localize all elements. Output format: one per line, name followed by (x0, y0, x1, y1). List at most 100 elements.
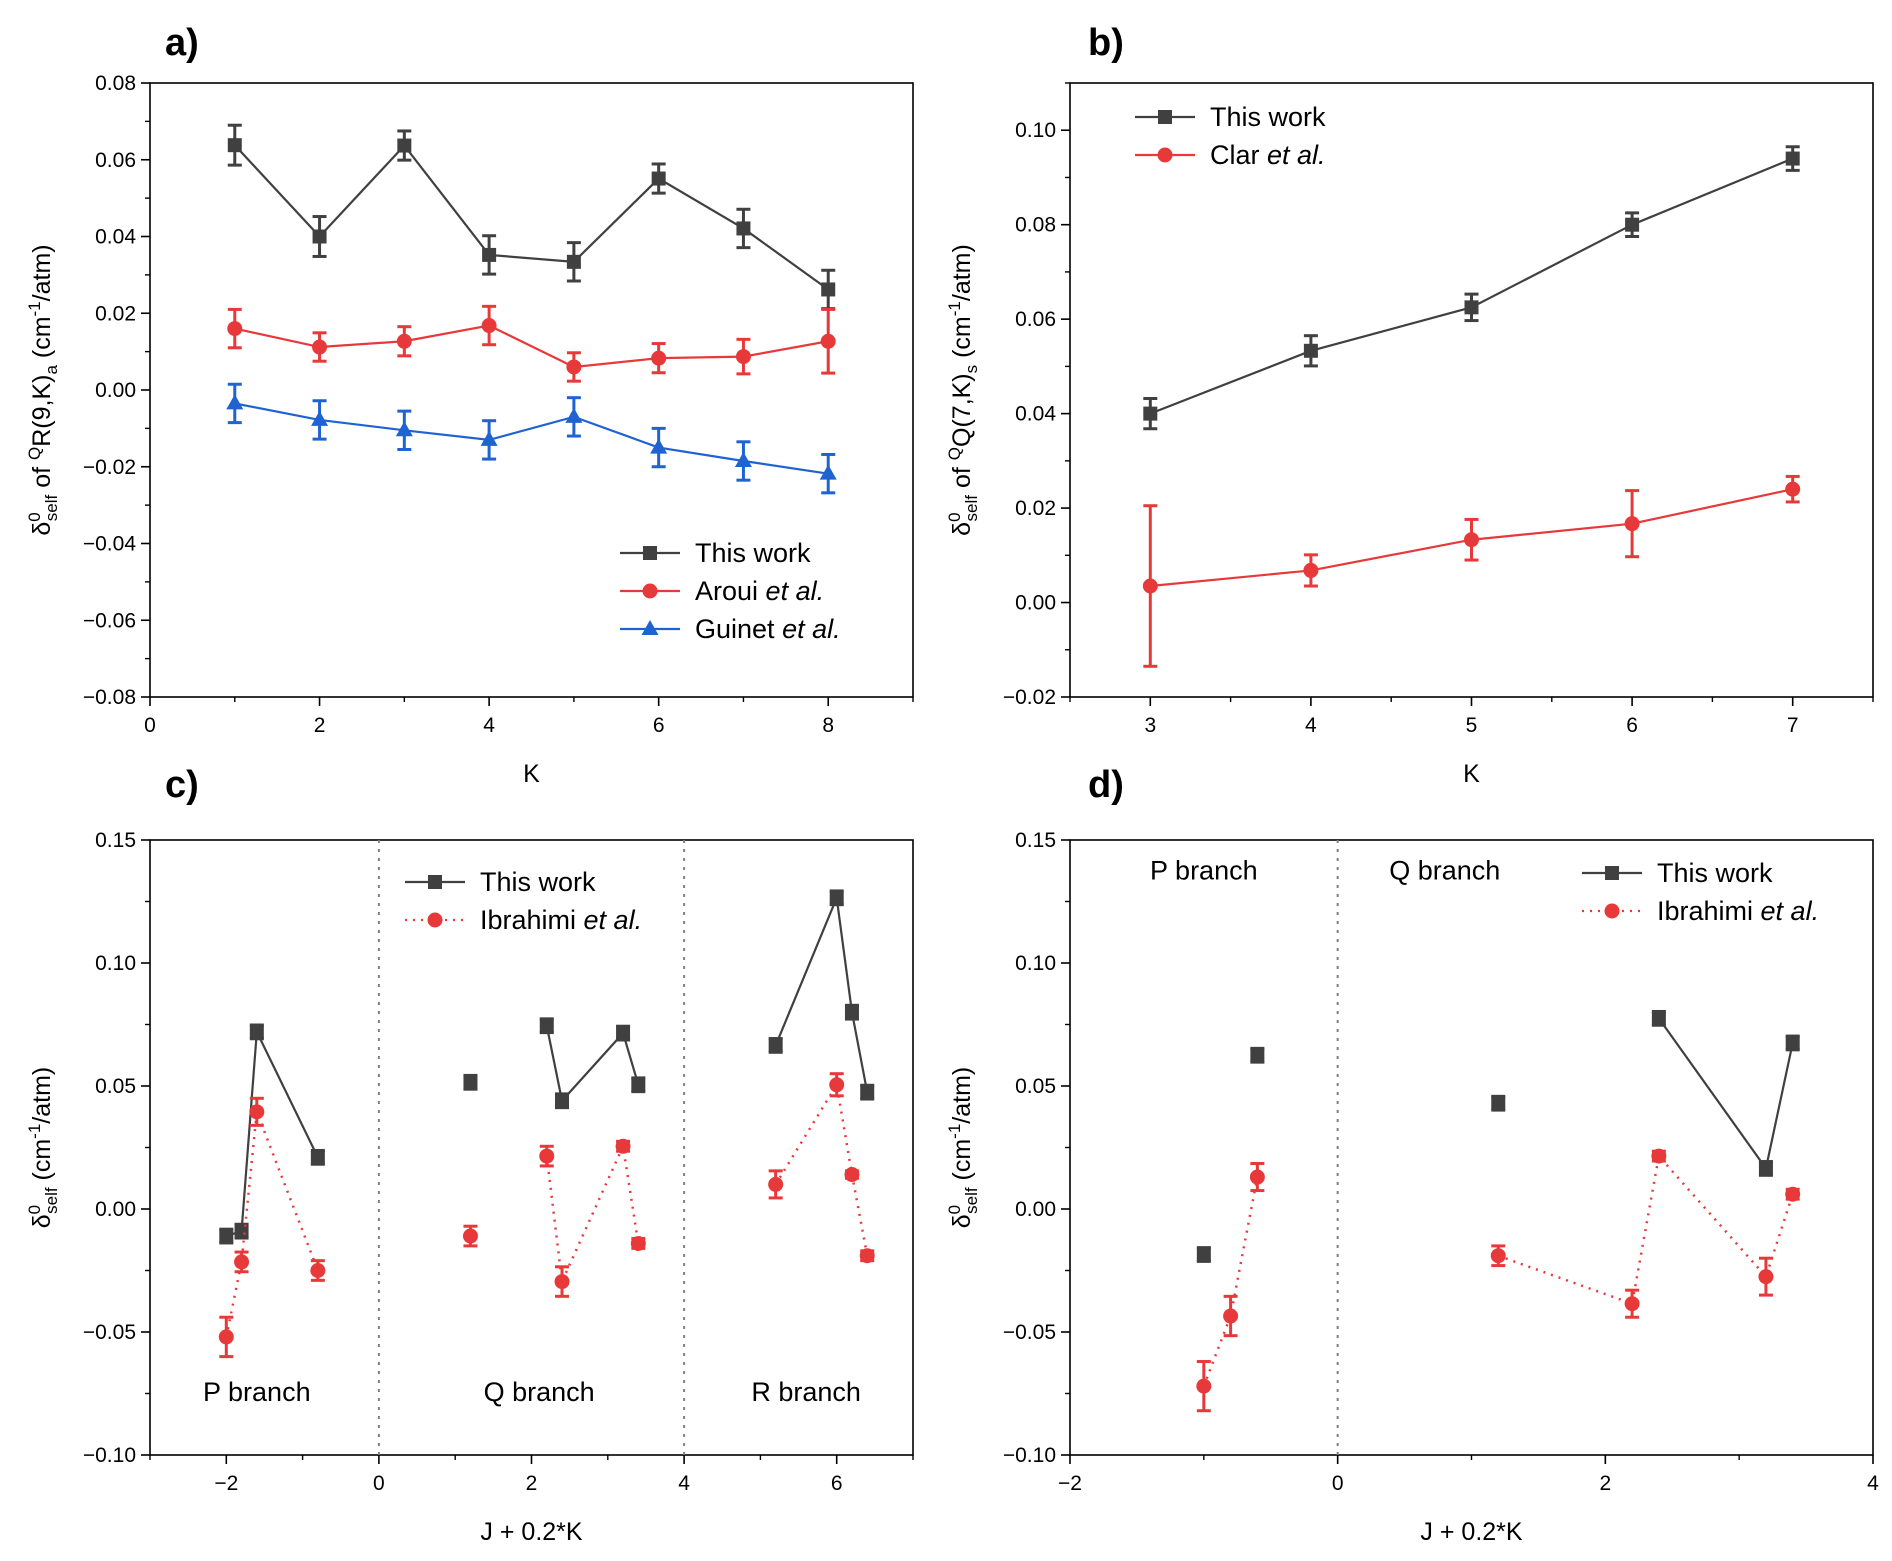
branch-label: P branch (1150, 855, 1258, 885)
data-point (566, 254, 581, 269)
legend-entry-label: Guinet et al. (695, 614, 841, 644)
data-point (395, 421, 413, 437)
x-tick-label: 0 (1332, 1472, 1344, 1495)
legend-marker (428, 875, 442, 889)
data-point (1250, 1048, 1265, 1063)
branch-label: P branch (203, 1377, 311, 1407)
y-axis-title: δ0self (cm-1/atm) (945, 1067, 981, 1229)
y-tick-label: 0.08 (1015, 214, 1056, 237)
legend-entry-label: Ibrahimi et al. (480, 905, 642, 935)
data-point (1624, 1296, 1640, 1312)
y-tick-label: 0.05 (1015, 1075, 1056, 1098)
legend-entry-label: Ibrahimi et al. (1657, 896, 1819, 926)
y-tick-label: −0.05 (83, 1321, 136, 1344)
data-point (234, 1254, 250, 1270)
legend-entry-label: This work (1657, 858, 1773, 888)
data-point (1758, 1161, 1773, 1176)
series-this-work (219, 889, 875, 1245)
data-point (1142, 578, 1158, 594)
x-tick-label: 3 (1144, 714, 1156, 737)
series-line (774, 1081, 869, 1256)
x-tick-label: 4 (1867, 1472, 1879, 1495)
series-aroui-et-al (227, 304, 836, 383)
data-point (630, 1235, 646, 1251)
data-point (226, 394, 244, 410)
data-point (734, 451, 752, 467)
legend-marker (641, 620, 659, 635)
y-tick-label: 0.00 (1015, 1198, 1056, 1221)
data-point (768, 1176, 784, 1192)
series-guinet-et-al (226, 382, 837, 495)
panel-label-b: b) (1088, 22, 1124, 64)
data-point (481, 318, 497, 334)
x-tick-label: 6 (831, 1472, 843, 1495)
series-line (225, 1027, 319, 1238)
data-point (227, 321, 243, 337)
data-point (736, 221, 751, 236)
data-point (1223, 1308, 1239, 1324)
x-axis-title: K (1463, 760, 1480, 788)
data-point (227, 138, 242, 153)
x-axis-title: K (523, 760, 540, 788)
legend-entry-label: Clar et al. (1210, 140, 1326, 170)
data-point (844, 1005, 859, 1020)
y-tick-label: −0.06 (83, 609, 136, 632)
x-axis-title: J + 0.2*K (480, 1518, 582, 1546)
series-line (233, 143, 829, 291)
x-tick-label: 0 (373, 1472, 385, 1495)
series-line (774, 893, 869, 1093)
data-point (219, 1229, 234, 1244)
series-ibrahimi-et-al (218, 1072, 875, 1359)
panel-c: −2 0 2 4 6 −0.10 −0.05 0.00 0.05 0.10 0.15 J + 0.2*… (25, 829, 914, 1546)
series-line (1202, 1176, 1259, 1387)
y-tick-label: 0.10 (1015, 952, 1056, 975)
panel-label-d: d) (1088, 764, 1124, 806)
y-tick-label: 0.00 (95, 379, 136, 402)
data-point (1651, 1011, 1666, 1026)
series-this-work (1143, 145, 1800, 431)
branch-label: Q branch (484, 1377, 595, 1407)
x-tick-label: 4 (678, 1472, 690, 1495)
data-point (1464, 300, 1479, 315)
data-point (1785, 1186, 1801, 1202)
y-tick-label: −0.08 (83, 686, 136, 709)
y-tick-label: 0.06 (1015, 308, 1056, 331)
series-this-work (227, 123, 836, 311)
x-tick-label: 6 (653, 714, 665, 737)
data-point (397, 138, 412, 153)
x-tick-label: −2 (1058, 1472, 1082, 1495)
legend-marker (643, 546, 657, 560)
data-point (463, 1075, 478, 1090)
data-point (651, 171, 666, 186)
data-point (860, 1085, 875, 1100)
data-point (829, 1077, 845, 1093)
data-point (1303, 562, 1319, 578)
y-tick-label: −0.02 (1003, 686, 1056, 709)
data-point (555, 1093, 570, 1108)
branch-label: R branch (751, 1377, 861, 1407)
series-line (234, 324, 829, 369)
data-point (1785, 151, 1800, 166)
data-point (462, 1228, 478, 1244)
legend-entry-label: This work (480, 867, 596, 897)
data-point (249, 1024, 264, 1039)
data-point (234, 1224, 249, 1239)
data-point (821, 282, 836, 297)
x-tick-label: −2 (214, 1472, 238, 1495)
x-tick-label: 4 (483, 714, 495, 737)
data-point (735, 349, 751, 365)
data-point (396, 333, 412, 349)
legend-entry-label: This work (695, 538, 811, 568)
legend-marker (1157, 147, 1173, 163)
legend: This work Aroui et al. Guinet et al. (620, 538, 841, 644)
series-line (225, 1111, 320, 1338)
data-point (820, 333, 836, 349)
data-point (1196, 1247, 1211, 1262)
data-point (1625, 217, 1640, 232)
y-tick-label: 0.00 (1015, 592, 1056, 615)
legend: This work Clar et al. (1135, 102, 1326, 170)
panel-d: −2 0 2 4 −0.10 −0.05 0.00 0.05 0.10 0.15 J + 0.2*K… (945, 829, 1879, 1546)
x-tick-label: 2 (526, 1472, 538, 1495)
y-tick-label: −0.05 (1003, 1321, 1056, 1344)
